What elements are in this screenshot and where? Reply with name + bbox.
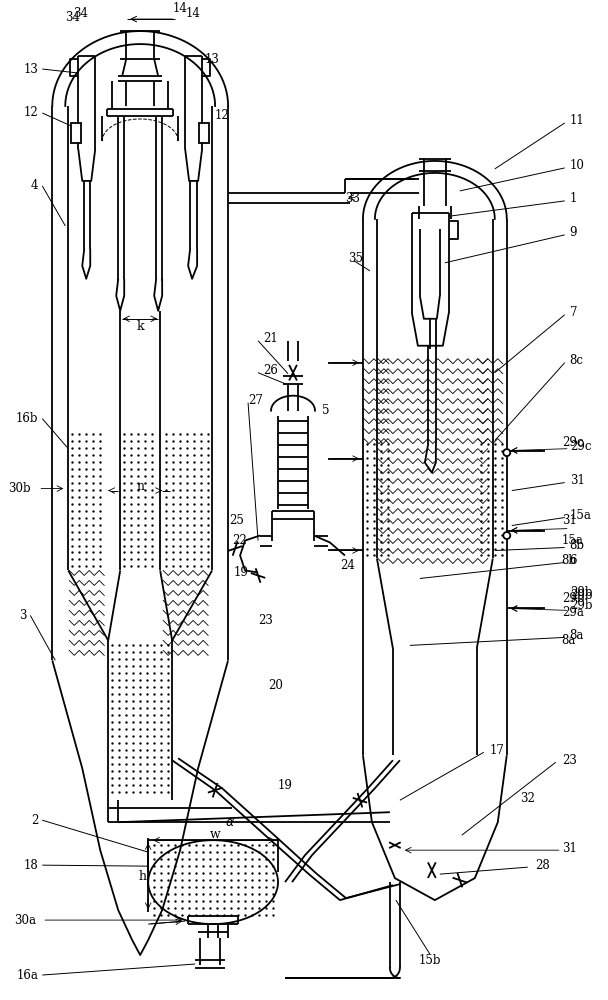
Text: 31: 31 [562,514,576,527]
Text: 29b: 29b [570,586,592,599]
Text: 29b: 29b [570,599,592,612]
Text: 25: 25 [229,514,244,527]
Text: 33: 33 [345,192,360,205]
Text: 8b: 8b [562,554,577,567]
Text: 10: 10 [570,159,584,172]
Text: 15a: 15a [562,534,584,547]
Text: 31: 31 [562,842,576,855]
Text: 31: 31 [570,474,584,487]
Text: 6: 6 [570,554,577,567]
Text: 24: 24 [340,559,355,572]
Text: 28: 28 [535,859,550,872]
Text: 27: 27 [248,394,263,407]
Text: 2: 2 [31,814,38,827]
Text: 32: 32 [520,792,534,805]
Bar [199,123,209,143]
Text: 7: 7 [570,306,577,319]
Text: h: h [138,870,146,883]
Text: 11: 11 [570,114,584,127]
Text: 26: 26 [263,364,278,377]
Text: 8b: 8b [570,539,585,552]
Text: 23: 23 [258,614,273,627]
Text: 19: 19 [278,779,293,792]
Text: 14: 14 [185,7,200,20]
Text: 30a: 30a [15,914,36,927]
Text: 21: 21 [263,332,278,345]
Text: 35: 35 [348,252,363,265]
Text: 5: 5 [322,404,330,417]
Text: 3: 3 [19,609,26,622]
Text: 29a: 29a [562,606,584,619]
Text: 14: 14 [173,2,188,15]
Text: $\alpha$: $\alpha$ [225,816,235,829]
Text: 12: 12 [215,109,230,122]
Text: 20: 20 [268,679,283,692]
Text: 16a: 16a [16,969,38,982]
Text: 1: 1 [570,192,577,205]
Text: 19: 19 [233,566,248,579]
Text: 29c: 29c [562,436,583,449]
Text: 13: 13 [205,53,220,66]
Text: w: w [210,828,221,841]
Bar [71,123,81,143]
Text: 29b: 29b [570,589,592,602]
Text: 8a: 8a [562,634,576,647]
Text: 30b: 30b [8,482,30,495]
Text: 34: 34 [73,7,88,20]
Text: 16b: 16b [16,412,38,425]
Text: 8a: 8a [570,629,584,642]
Text: 13: 13 [24,63,38,76]
Circle shape [503,532,510,539]
Text: 4: 4 [31,179,38,192]
Text: 12: 12 [24,106,38,119]
Text: 23: 23 [562,754,576,767]
Text: 34: 34 [65,11,80,24]
Text: 29c: 29c [570,440,591,453]
Text: 18: 18 [24,859,38,872]
Text: 15a: 15a [570,509,592,522]
Text: 9: 9 [570,226,577,239]
Text: 29b: 29b [562,592,584,605]
Text: 15b: 15b [419,954,441,967]
Text: 8c: 8c [570,354,584,367]
Text: n: n [136,480,144,493]
Text: k: k [136,320,144,333]
Circle shape [503,449,510,456]
Text: 17: 17 [490,744,505,757]
Text: 22: 22 [232,534,247,547]
